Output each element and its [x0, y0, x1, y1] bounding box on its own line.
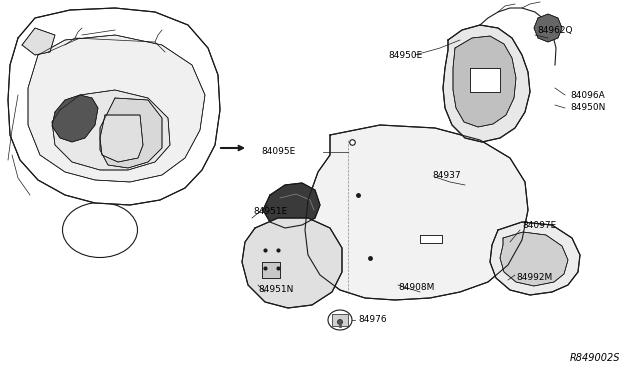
Ellipse shape	[292, 246, 298, 250]
Polygon shape	[470, 68, 500, 92]
Bar	[332, 314, 348, 326]
Polygon shape	[242, 218, 342, 308]
Polygon shape	[100, 98, 162, 168]
Polygon shape	[453, 36, 516, 127]
Text: 84976: 84976	[358, 315, 387, 324]
Text: 84096A: 84096A	[570, 90, 605, 99]
Text: 84951N: 84951N	[258, 285, 293, 295]
Polygon shape	[52, 90, 170, 170]
Ellipse shape	[298, 256, 303, 260]
Polygon shape	[8, 8, 220, 205]
Ellipse shape	[266, 253, 271, 257]
Ellipse shape	[296, 270, 301, 274]
Ellipse shape	[508, 244, 516, 251]
Polygon shape	[490, 222, 580, 295]
Ellipse shape	[328, 310, 352, 330]
Ellipse shape	[68, 113, 80, 123]
Text: 84951E: 84951E	[253, 208, 287, 217]
Polygon shape	[305, 125, 528, 300]
Polygon shape	[100, 115, 143, 162]
Polygon shape	[22, 28, 55, 55]
Text: R849002S: R849002S	[570, 353, 620, 363]
Bar	[544, 24, 552, 32]
Bar	[518, 85, 526, 93]
Text: 84992M: 84992M	[516, 273, 552, 282]
Bar	[516, 105, 524, 113]
Bar	[103, 128, 113, 142]
Text: 84095E: 84095E	[262, 148, 296, 157]
Ellipse shape	[337, 320, 342, 324]
Text: 84097E: 84097E	[522, 221, 556, 230]
Polygon shape	[52, 95, 98, 142]
Polygon shape	[262, 262, 280, 278]
Text: 84950N: 84950N	[570, 103, 605, 112]
Polygon shape	[420, 235, 442, 243]
Text: 84937: 84937	[432, 170, 461, 180]
Ellipse shape	[269, 270, 275, 274]
Polygon shape	[28, 35, 205, 182]
Polygon shape	[534, 14, 562, 42]
Text: 84908M: 84908M	[398, 283, 435, 292]
Bar	[516, 65, 524, 73]
Ellipse shape	[63, 202, 138, 257]
Text: 84950E: 84950E	[388, 51, 422, 60]
Ellipse shape	[282, 278, 287, 282]
Bar	[120, 105, 138, 117]
Polygon shape	[500, 232, 568, 286]
Polygon shape	[263, 183, 320, 228]
Polygon shape	[443, 25, 530, 142]
Text: 84962Q: 84962Q	[537, 26, 573, 35]
